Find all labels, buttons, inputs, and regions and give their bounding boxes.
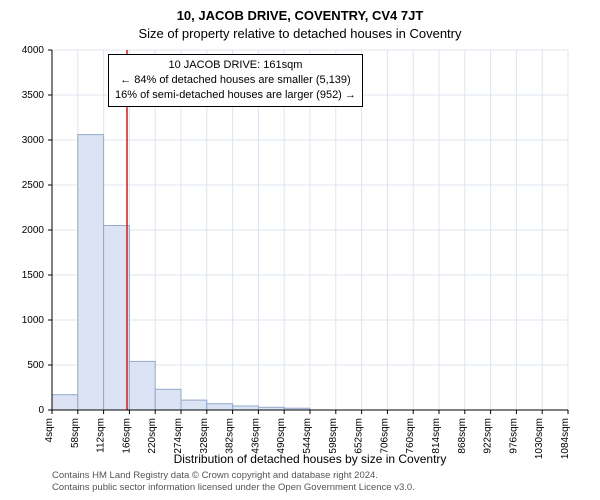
svg-text:814sqm: 814sqm xyxy=(431,418,442,454)
plot-area: 050010001500200025003000350040004sqm58sq… xyxy=(52,50,568,410)
annotation-line-2: ← 84% of detached houses are smaller (5,… xyxy=(115,73,356,88)
svg-text:598sqm: 598sqm xyxy=(328,418,339,454)
svg-text:3500: 3500 xyxy=(22,90,45,101)
svg-text:166sqm: 166sqm xyxy=(121,418,132,454)
caption-line-1: Contains HM Land Registry data © Crown c… xyxy=(52,470,568,482)
svg-text:922sqm: 922sqm xyxy=(483,418,494,454)
svg-text:382sqm: 382sqm xyxy=(225,418,236,454)
annotation-box: 10 JACOB DRIVE: 161sqm ← 84% of detached… xyxy=(108,54,363,107)
svg-text:976sqm: 976sqm xyxy=(508,418,519,454)
svg-text:58sqm: 58sqm xyxy=(70,418,81,448)
svg-text:544sqm: 544sqm xyxy=(302,418,313,454)
svg-text:652sqm: 652sqm xyxy=(354,418,365,454)
svg-text:3000: 3000 xyxy=(22,135,45,146)
annotation-line-1: 10 JACOB DRIVE: 161sqm xyxy=(115,58,356,73)
svg-text:2500: 2500 xyxy=(22,180,45,191)
svg-text:220sqm: 220sqm xyxy=(147,418,158,454)
chart-container: 10, JACOB DRIVE, COVENTRY, CV4 7JT Size … xyxy=(0,0,600,500)
svg-text:760sqm: 760sqm xyxy=(405,418,416,454)
title-main: 10, JACOB DRIVE, COVENTRY, CV4 7JT xyxy=(0,8,600,23)
svg-text:4sqm: 4sqm xyxy=(44,418,55,442)
x-axis-label: Distribution of detached houses by size … xyxy=(52,452,568,466)
svg-text:4000: 4000 xyxy=(22,45,45,56)
svg-text:1500: 1500 xyxy=(22,270,45,281)
svg-text:2000: 2000 xyxy=(22,225,45,236)
annotation-line-3: 16% of semi-detached houses are larger (… xyxy=(115,88,356,103)
svg-text:868sqm: 868sqm xyxy=(457,418,468,454)
svg-text:436sqm: 436sqm xyxy=(250,418,261,454)
svg-text:500: 500 xyxy=(27,360,44,371)
caption-line-2: Contains public sector information licen… xyxy=(52,482,568,494)
svg-text:328sqm: 328sqm xyxy=(199,418,210,454)
svg-text:112sqm: 112sqm xyxy=(96,418,107,453)
svg-text:274sqm: 274sqm xyxy=(173,418,184,454)
svg-text:0: 0 xyxy=(38,405,44,416)
svg-text:490sqm: 490sqm xyxy=(276,418,287,454)
caption: Contains HM Land Registry data © Crown c… xyxy=(52,470,568,494)
svg-text:706sqm: 706sqm xyxy=(379,418,390,454)
svg-text:1000: 1000 xyxy=(22,315,45,326)
title-sub: Size of property relative to detached ho… xyxy=(0,26,600,41)
